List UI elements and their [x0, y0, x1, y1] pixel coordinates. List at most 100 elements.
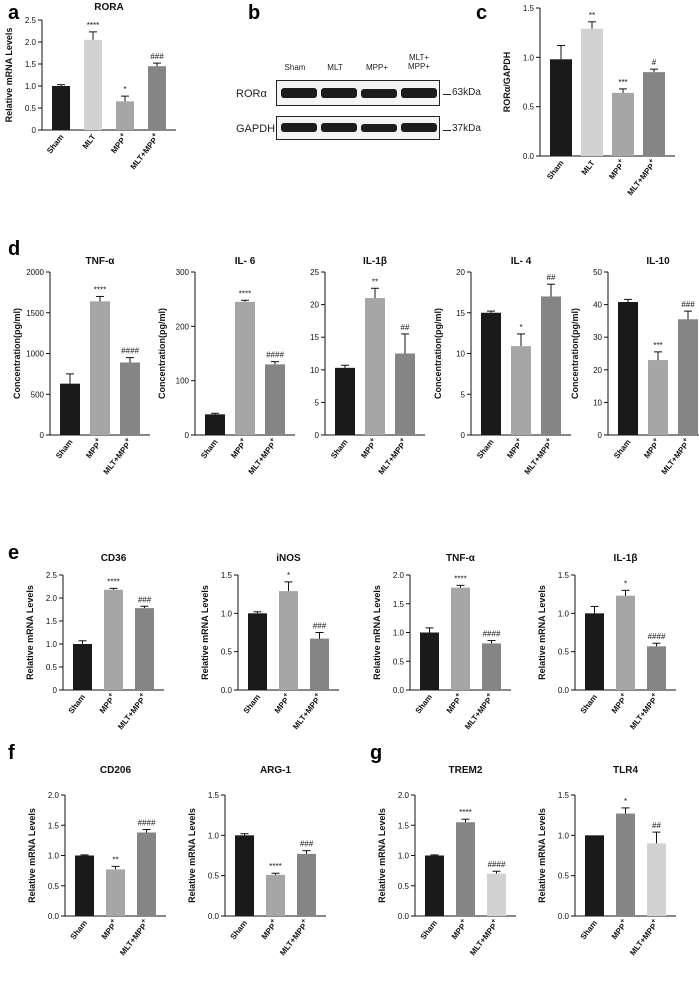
- bar: [104, 589, 123, 690]
- x-tick-label: MPP+: [271, 691, 293, 715]
- significance-label: ###: [300, 840, 314, 849]
- chart-tnf-conc: TNF-α 0 500 1000 1500 2000 Concentration(pg/ml…: [12, 256, 150, 476]
- y-tick-label: 0.0: [523, 152, 535, 161]
- y-tick-label: 10: [310, 366, 319, 375]
- blot-size-label: 63kDa: [452, 87, 481, 98]
- blot-size-label: 37kDa: [452, 123, 481, 134]
- panel-letter-e: e: [8, 542, 20, 564]
- significance-label: ###: [313, 622, 327, 631]
- significance-label: **: [372, 277, 378, 286]
- x-tick-label: MPP+: [608, 917, 630, 941]
- x-tick-label: Sham: [45, 133, 66, 156]
- y-axis-label: Concentration(pg/ml): [12, 308, 22, 399]
- bar: [511, 346, 531, 435]
- y-tick-label: 30: [593, 333, 602, 342]
- significance-label: ###: [150, 52, 164, 61]
- significance-label: ****: [459, 808, 471, 817]
- chart-title: IL- 6: [235, 256, 256, 267]
- bar: [90, 301, 110, 435]
- x-tick-label: MPP+: [228, 436, 250, 460]
- y-axis-label: Concentration(pg/ml): [433, 308, 443, 399]
- chart-il1b-conc: IL-1β 0 5 10 15 20 25 Sham ** MPP+ ## MLT+MPP+: [310, 256, 425, 476]
- y-tick-label: 2.0: [398, 791, 410, 800]
- chart-title: ARG-1: [260, 765, 292, 776]
- x-tick-label: MLT+MPP+: [658, 436, 692, 476]
- bar: [425, 855, 444, 916]
- significance-label: ****: [107, 577, 119, 586]
- significance-label: ####: [138, 818, 156, 827]
- y-axis-label: Relative mRNA Levels: [187, 808, 197, 903]
- bar: [420, 632, 439, 690]
- chart-title: CD36: [101, 553, 127, 564]
- chart-tlr4-mrna: TLR4 0.0 0.5 1.0 1.5 Relative mRNA Levels Sham…: [537, 765, 676, 957]
- bar: [52, 86, 70, 130]
- y-tick-label: 1.5: [393, 600, 405, 609]
- y-tick-label: 0.0: [558, 686, 570, 695]
- bar: [550, 59, 572, 156]
- x-tick-label: MPP+: [448, 917, 470, 941]
- y-axis-label: RORα/GAPDH: [502, 52, 512, 113]
- x-tick-label: MLT+MPP+: [127, 131, 161, 171]
- chart-rora-mrna: RORA 0 0.5 1.0 1.5 2.0 2.5 Relative mRNA Levels…: [4, 2, 176, 171]
- panel-letter-c: c: [476, 2, 488, 24]
- y-tick-label: 0: [185, 431, 190, 440]
- bar: [482, 643, 501, 690]
- significance-label: ***: [618, 78, 627, 87]
- x-tick-label: Sham: [69, 919, 90, 942]
- y-tick-label: 1.5: [558, 791, 570, 800]
- y-axis-label: Concentration(pg/ml): [157, 308, 167, 399]
- x-tick-label: MLT+MPP+: [245, 436, 279, 476]
- significance-label: ####: [488, 860, 506, 869]
- chart-title: TLR4: [613, 765, 638, 776]
- y-tick-label: 25: [310, 268, 319, 277]
- y-tick-label: 0.5: [393, 657, 405, 666]
- chart-title: iNOS: [276, 553, 301, 564]
- y-tick-label: 1.5: [558, 571, 570, 580]
- x-tick-label: MLT+MPP+: [521, 436, 555, 476]
- bar: [235, 835, 254, 916]
- bar: [618, 301, 638, 435]
- y-tick-label: 0.0: [221, 686, 233, 695]
- bar: [581, 28, 603, 156]
- y-tick-label: 0: [40, 431, 45, 440]
- western-blot: Sham MLT MPP+ MLT+ MPP+ RORα 63kDa GAPDH…: [236, 50, 481, 150]
- y-tick-label: 0.5: [558, 872, 570, 881]
- y-axis-label: Relative mRNA Levels: [27, 808, 37, 903]
- y-tick-label: 200: [176, 322, 190, 331]
- bar: [647, 646, 666, 690]
- significance-label: ###: [681, 300, 695, 309]
- x-tick-label: MPP+: [608, 691, 630, 715]
- bar: [266, 874, 285, 916]
- y-tick-label: 300: [176, 268, 190, 277]
- bar: [541, 296, 561, 435]
- x-tick-label: MLT+MPP+: [467, 917, 501, 957]
- blot-row-label: GAPDH: [236, 123, 276, 135]
- y-tick-label: 0: [315, 431, 320, 440]
- blot-lane-label: Sham: [284, 63, 306, 72]
- blot-lane-label: MLT: [327, 63, 343, 72]
- chart-cd206-mrna: CD206 0.0 0.5 1.0 1.5 2.0 Relative mRNA Levels…: [27, 765, 166, 957]
- x-tick-label: MLT: [580, 159, 597, 177]
- y-tick-label: 15: [310, 333, 319, 342]
- y-tick-label: 0.0: [398, 912, 410, 921]
- y-tick-label: 0.5: [221, 648, 233, 657]
- y-tick-label: 40: [593, 301, 602, 310]
- y-axis-label: Relative mRNA Levels: [4, 28, 14, 123]
- y-tick-label: 1.0: [208, 831, 220, 840]
- y-tick-label: 0.5: [48, 882, 60, 891]
- x-tick-label: Sham: [414, 693, 435, 716]
- y-tick-label: 1.0: [398, 852, 410, 861]
- bar: [648, 360, 668, 435]
- x-tick-label: Sham: [67, 693, 88, 716]
- x-tick-label: Sham: [579, 919, 600, 942]
- x-tick-label: Sham: [545, 159, 566, 182]
- y-tick-label: 1.5: [25, 60, 37, 69]
- x-tick-label: Sham: [199, 438, 220, 461]
- significance-label: *: [624, 579, 627, 588]
- significance-label: ##: [652, 821, 661, 830]
- x-tick-label: MPP+: [504, 436, 526, 460]
- blot-row-label: RORα: [236, 88, 267, 100]
- y-tick-label: 1.5: [221, 571, 233, 580]
- x-tick-label: MLT+MPP+: [117, 917, 151, 957]
- bar: [647, 843, 666, 916]
